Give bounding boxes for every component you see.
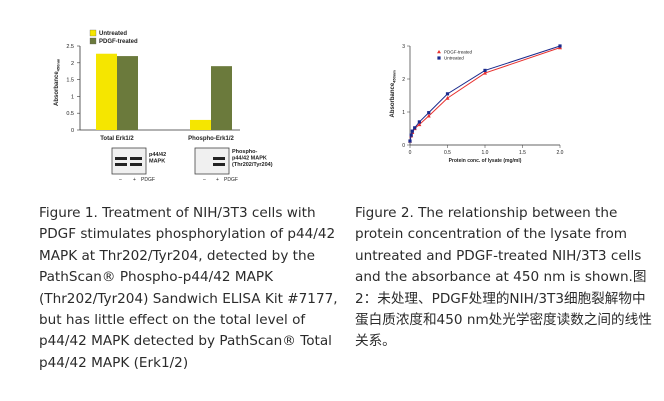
data-point <box>483 70 487 75</box>
figure1-bar-chart: 0 0.5 1 1.5 2 2.5 Absorbance450nm Total Erk1/2 P… <box>54 29 273 183</box>
data-point <box>409 133 413 137</box>
blot-phospho-label-l3: (Thr202/Tyr204) <box>232 162 273 168</box>
bar <box>211 66 232 130</box>
y-tick-label: 1 <box>402 110 405 116</box>
legend-label: PDGF-treated <box>99 39 138 45</box>
y-axis-label: Absorbance450nm <box>390 70 397 118</box>
data-point <box>408 139 412 143</box>
x-tick-label: 0 <box>409 150 412 156</box>
data-point <box>426 113 431 118</box>
blot-phospho-lane-plus: + <box>216 177 219 183</box>
blot-total-lane-plus: + <box>133 177 136 183</box>
y-tick-label: 0 <box>402 143 405 149</box>
blot-phospho-label-l1: Phospho- <box>232 149 258 155</box>
figure1-caption: Figure 1. Treatment of NIH/3T3 cells wit… <box>39 205 338 371</box>
y-tick-label: 0.5 <box>66 111 74 117</box>
data-point <box>483 68 487 73</box>
blot-phospho-label: Phospho- p44/42 MAPK (Thr202/Tyr204) <box>232 149 273 168</box>
y-tick-label: 2 <box>71 61 74 67</box>
figure2-caption: Figure 2. The relationship between the p… <box>355 205 652 350</box>
data-point <box>445 92 450 96</box>
legend-label: Untreated <box>99 31 127 37</box>
x-category-label: Total Erk1/2 <box>100 136 134 142</box>
data-point <box>413 126 417 130</box>
series-line <box>409 47 561 142</box>
data-point <box>417 122 422 127</box>
blot-phospho-lane-minus: – <box>203 177 206 183</box>
blot-total-lane-caption: PDGF <box>141 177 155 183</box>
data-point <box>427 111 431 115</box>
blot-total-lane-minus: – <box>119 177 122 183</box>
x-tick-label: 2.0 <box>557 150 564 156</box>
y-tick-label: 0 <box>71 128 74 134</box>
legend-marker <box>437 56 441 60</box>
y-axis-label-sub: 450nm <box>392 70 397 83</box>
legend-label: Untreated <box>444 56 464 61</box>
bar <box>190 119 211 130</box>
data-point <box>417 120 421 124</box>
blot-panel-phospho: Phospho- p44/42 MAPK (Thr202/Tyr204) – +… <box>194 147 273 183</box>
y-axis-label: Absorbance450nm <box>54 58 61 106</box>
blot-phospho-label-l2: p44/42 MAPK <box>232 156 267 162</box>
blot-phospho-lane-caption: PDGF <box>224 177 238 183</box>
data-point <box>410 129 414 133</box>
y-tick-label: 3 <box>402 44 405 50</box>
blot-total-label-l2: MAPK <box>149 159 165 165</box>
y-tick-label: 1 <box>71 94 74 100</box>
legend-label: PDGF-treated <box>444 50 473 55</box>
blot-total-label-l1: p44/42 <box>149 152 166 158</box>
bar <box>96 53 117 131</box>
bar <box>117 56 138 130</box>
data-point <box>558 44 562 48</box>
x-axis-label: Protein conc. of lysate (mg/ml) <box>449 158 522 164</box>
legend-swatch <box>89 29 97 37</box>
figure2-line-chart: 0 1 2 3 0 0.5 1.0 1.5 2.0 Protein conc. of lysate… <box>390 44 564 164</box>
legend-swatch <box>89 37 97 45</box>
data-point <box>445 95 450 100</box>
x-tick-label: 1.5 <box>519 150 526 156</box>
y-tick-label: 1.5 <box>66 78 74 84</box>
blot-total-label: p44/42 MAPK <box>149 152 168 165</box>
y-tick-label: 2 <box>402 77 405 83</box>
blot-panel-total: p44/42 MAPK – + PDGF <box>111 147 168 183</box>
y-tick-label: 2.5 <box>66 44 74 50</box>
x-category-label: Phospho-Erk1/2 <box>188 136 234 142</box>
y-axis-label-sub: 450nm <box>56 58 61 71</box>
series-line <box>409 45 561 142</box>
x-tick-label: 1.0 <box>482 150 489 156</box>
x-tick-label: 0.5 <box>444 150 451 156</box>
legend-marker <box>437 50 441 54</box>
